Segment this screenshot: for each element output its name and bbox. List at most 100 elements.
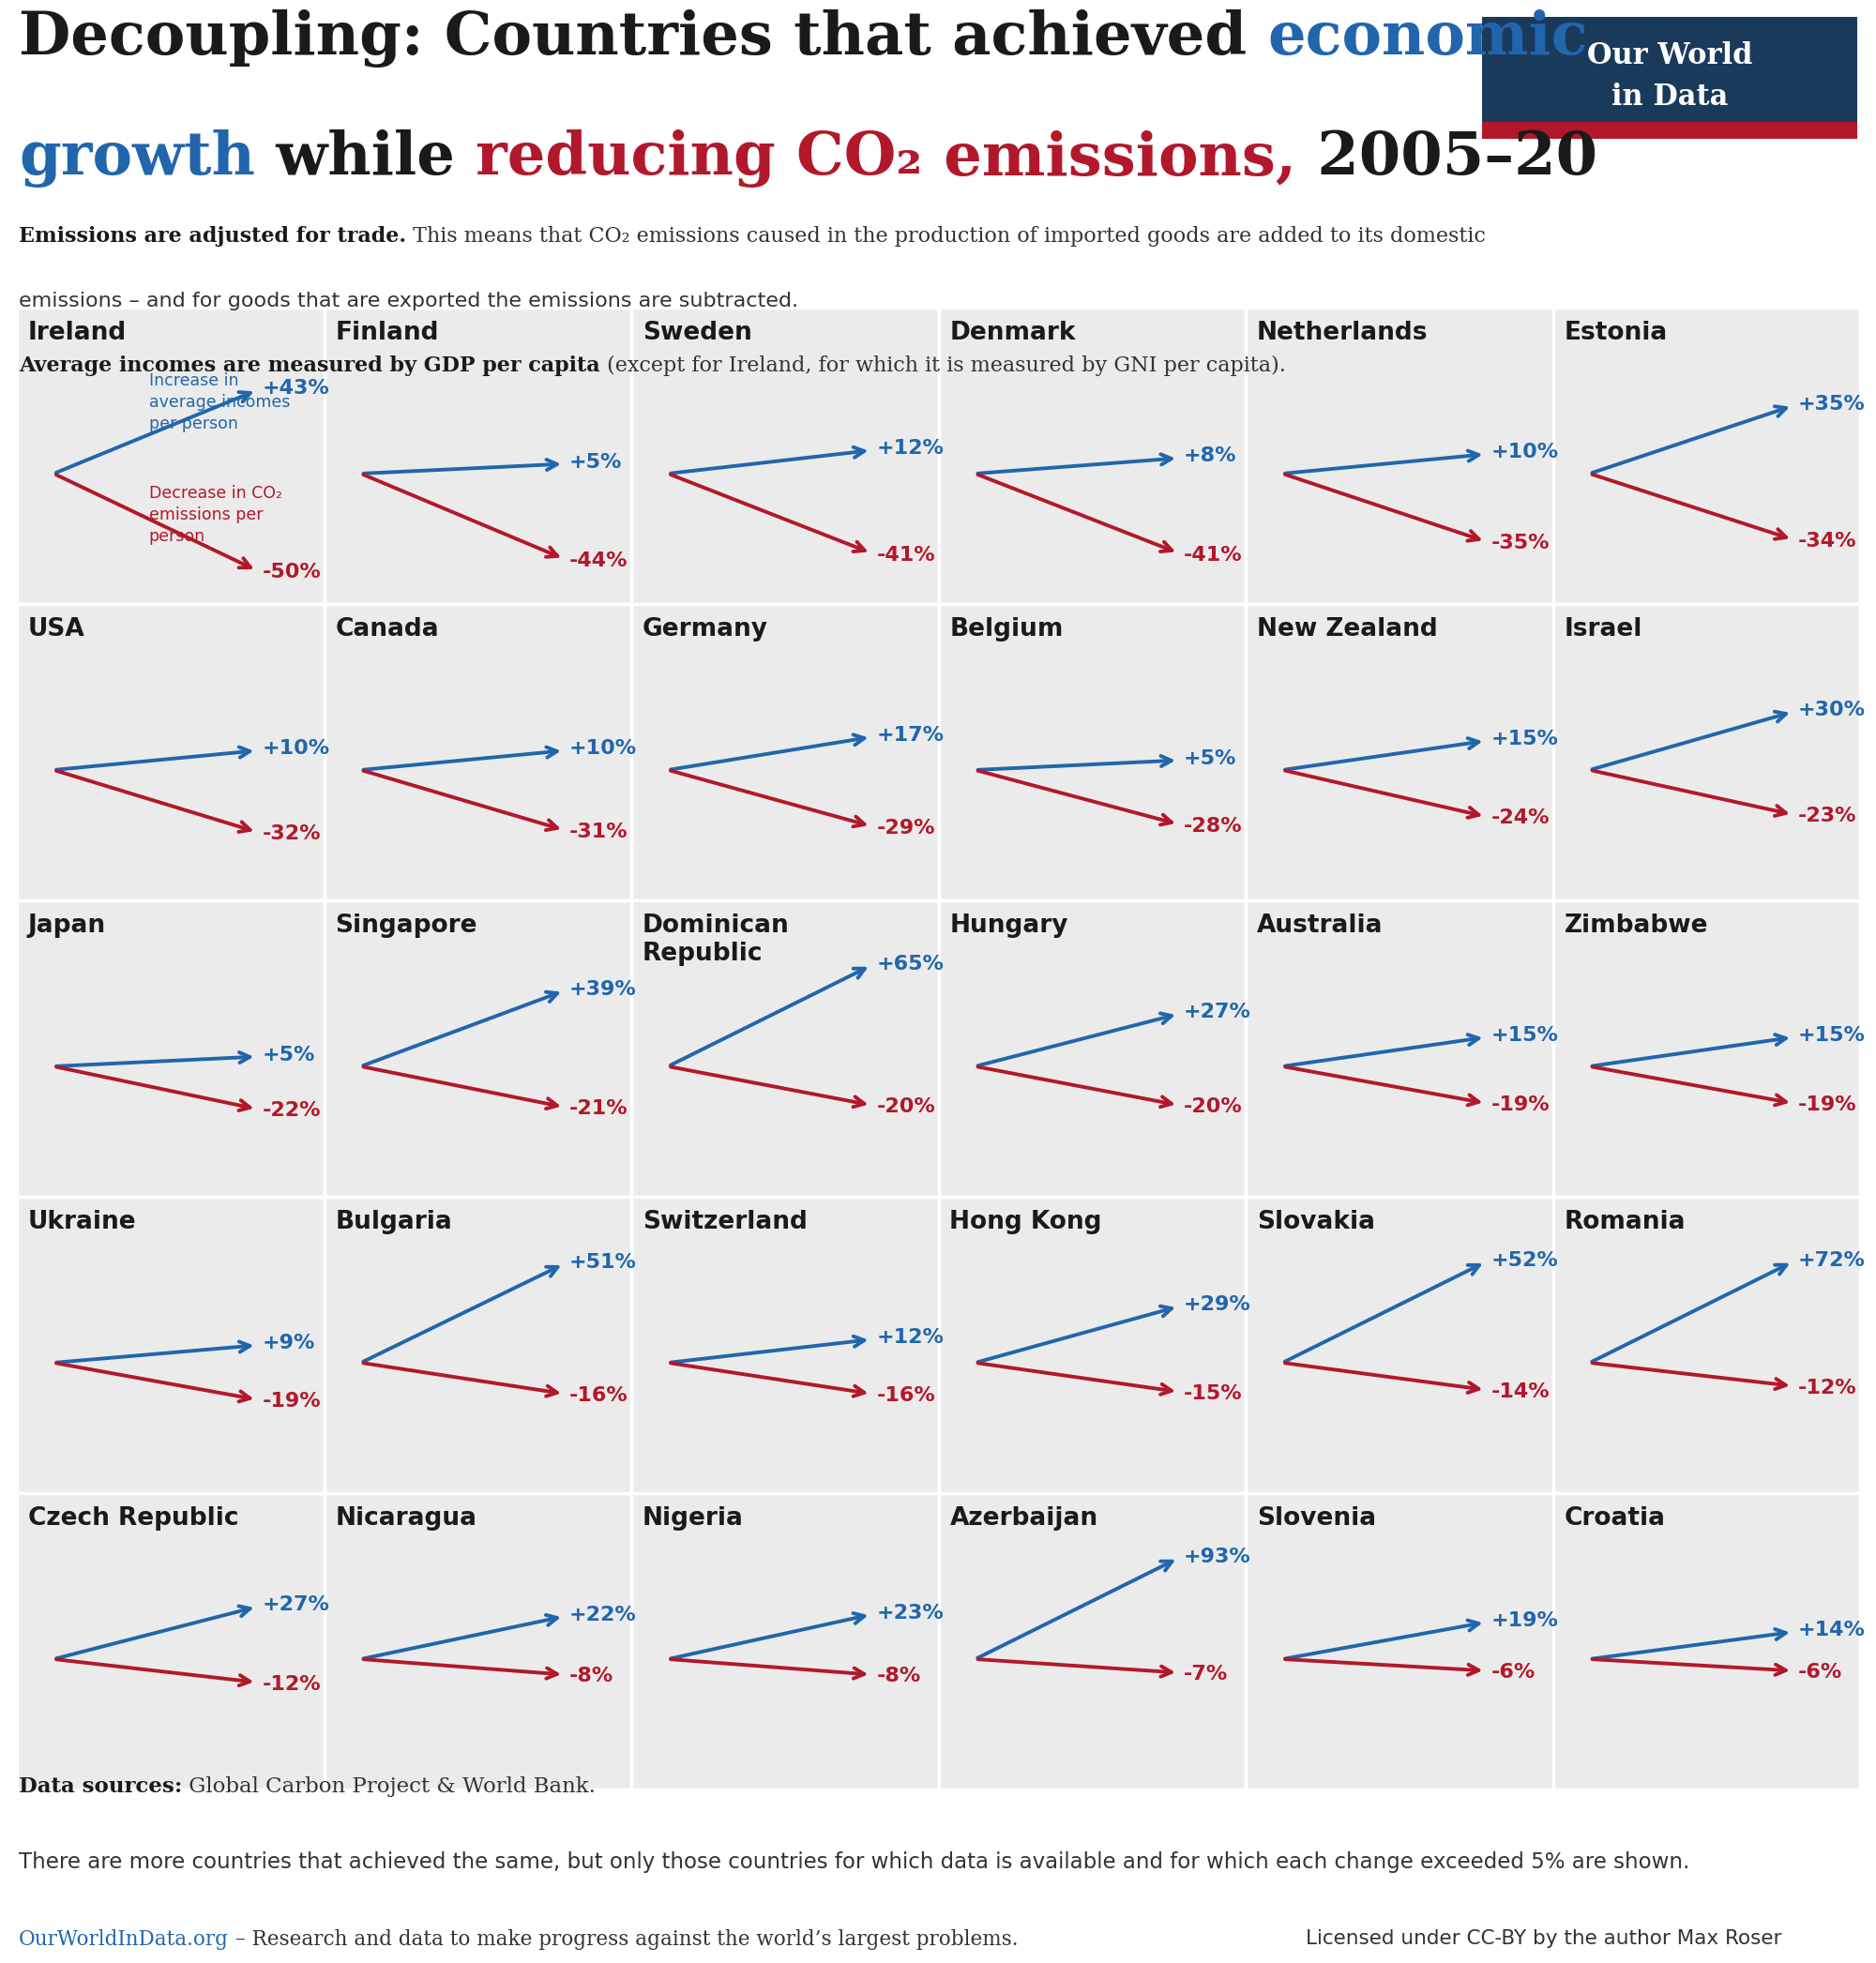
Text: Hungary: Hungary <box>949 913 1069 938</box>
Text: +35%: +35% <box>1797 395 1865 414</box>
Bar <box>938 308 1246 605</box>
Text: -19%: -19% <box>263 1392 321 1411</box>
Text: OurWorldInData.org: OurWorldInData.org <box>19 1930 229 1949</box>
Text: Slovakia: Slovakia <box>1257 1209 1375 1235</box>
Text: Belgium: Belgium <box>949 616 1064 642</box>
Text: -50%: -50% <box>263 563 321 581</box>
Text: Romania: Romania <box>1565 1209 1685 1235</box>
Text: Global Carbon Project & World Bank.: Global Carbon Project & World Bank. <box>182 1777 597 1798</box>
Bar <box>1553 605 1861 901</box>
Text: -35%: -35% <box>1491 534 1550 552</box>
Text: -34%: -34% <box>1797 532 1857 552</box>
Bar <box>938 1494 1246 1790</box>
Text: -20%: -20% <box>876 1097 936 1117</box>
Text: Australia: Australia <box>1257 913 1383 938</box>
Bar <box>325 1494 630 1790</box>
Text: -16%: -16% <box>568 1386 628 1406</box>
Text: -16%: -16% <box>876 1386 936 1406</box>
Text: New Zealand: New Zealand <box>1257 616 1437 642</box>
Bar <box>1553 1197 1861 1494</box>
Text: Ukraine: Ukraine <box>28 1209 137 1235</box>
Text: Israel: Israel <box>1565 616 1642 642</box>
Text: USA: USA <box>28 616 84 642</box>
Bar <box>938 605 1246 901</box>
Bar <box>1553 901 1861 1197</box>
Text: Switzerland: Switzerland <box>642 1209 807 1235</box>
Text: +29%: +29% <box>1184 1296 1251 1313</box>
Text: reducing CO₂: reducing CO₂ <box>477 130 923 188</box>
Text: Sweden: Sweden <box>642 320 752 345</box>
Text: -12%: -12% <box>1797 1378 1857 1398</box>
Text: -41%: -41% <box>876 546 936 563</box>
Bar <box>325 1197 630 1494</box>
Bar <box>1246 901 1553 1197</box>
Text: This means that CO₂ emissions caused in the production of imported goods are add: This means that CO₂ emissions caused in … <box>405 226 1486 247</box>
Text: Nicaragua: Nicaragua <box>336 1506 477 1531</box>
Bar <box>1553 308 1861 605</box>
Text: Denmark: Denmark <box>949 320 1077 345</box>
Text: +5%: +5% <box>1184 750 1236 768</box>
Text: Bulgaria: Bulgaria <box>336 1209 452 1235</box>
Bar <box>938 901 1246 1197</box>
Bar <box>938 1197 1246 1494</box>
Bar <box>17 308 325 605</box>
Text: growth: growth <box>19 130 255 188</box>
Bar <box>17 605 325 901</box>
Text: -32%: -32% <box>263 824 321 844</box>
Text: Azerbaijan: Azerbaijan <box>949 1506 1097 1531</box>
Text: Emissions are adjusted for trade.: Emissions are adjusted for trade. <box>19 226 405 247</box>
Text: -12%: -12% <box>263 1674 321 1694</box>
Text: +9%: +9% <box>263 1335 315 1353</box>
FancyBboxPatch shape <box>1482 122 1857 139</box>
Text: +10%: +10% <box>568 740 638 758</box>
Text: +30%: +30% <box>1797 701 1865 718</box>
Text: Slovenia: Slovenia <box>1257 1506 1377 1531</box>
Text: +27%: +27% <box>263 1596 330 1614</box>
Text: +5%: +5% <box>568 453 623 471</box>
Text: -8%: -8% <box>568 1667 613 1686</box>
Text: +8%: +8% <box>1184 448 1236 465</box>
Text: emissions – and for goods that are exported the emissions are subtracted.: emissions – and for goods that are expor… <box>19 292 799 310</box>
Text: Decoupling: Countries that achieved: Decoupling: Countries that achieved <box>19 10 1268 69</box>
Text: Canada: Canada <box>336 616 439 642</box>
Text: Netherlands: Netherlands <box>1257 320 1428 345</box>
Text: Average incomes are measured by GDP per capita: Average incomes are measured by GDP per … <box>19 355 600 377</box>
Text: +93%: +93% <box>1184 1547 1251 1566</box>
Bar <box>630 308 938 605</box>
Text: +17%: +17% <box>876 726 944 744</box>
Text: Licensed under CC-BY by the author Max Roser: Licensed under CC-BY by the author Max R… <box>1306 1930 1782 1947</box>
Text: -28%: -28% <box>1184 817 1242 836</box>
Text: +43%: +43% <box>263 379 330 398</box>
Text: – Research and data to make progress against the world’s largest problems.: – Research and data to make progress aga… <box>229 1930 1019 1949</box>
Text: Singapore: Singapore <box>336 913 477 938</box>
Text: -6%: -6% <box>1797 1663 1842 1682</box>
Text: -44%: -44% <box>568 552 628 569</box>
Text: Zimbabwe: Zimbabwe <box>1565 913 1707 938</box>
Bar <box>630 1197 938 1494</box>
Text: Finland: Finland <box>336 320 439 345</box>
Text: Our World: Our World <box>1587 41 1752 71</box>
Bar <box>1246 1197 1553 1494</box>
Text: Ireland: Ireland <box>28 320 128 345</box>
Text: in Data: in Data <box>1611 82 1728 112</box>
FancyBboxPatch shape <box>1482 18 1857 139</box>
Text: emissions,: emissions, <box>923 130 1296 186</box>
Text: Hong Kong: Hong Kong <box>949 1209 1103 1235</box>
Text: while: while <box>255 130 477 186</box>
Text: +15%: +15% <box>1491 730 1559 748</box>
Text: +72%: +72% <box>1797 1250 1865 1270</box>
Text: -15%: -15% <box>1184 1384 1242 1404</box>
Text: -31%: -31% <box>568 822 628 842</box>
Text: There are more countries that achieved the same, but only those countries for wh: There are more countries that achieved t… <box>19 1851 1690 1873</box>
Text: Czech Republic: Czech Republic <box>28 1506 238 1531</box>
Text: Dominican
Republic: Dominican Republic <box>642 913 790 966</box>
Text: Croatia: Croatia <box>1565 1506 1666 1531</box>
Text: +52%: +52% <box>1491 1250 1559 1270</box>
Bar <box>325 308 630 605</box>
Text: +14%: +14% <box>1797 1621 1865 1639</box>
Text: Estonia: Estonia <box>1565 320 1668 345</box>
Text: Decrease in CO₂
emissions per
person: Decrease in CO₂ emissions per person <box>148 485 281 546</box>
Bar <box>325 605 630 901</box>
Text: +10%: +10% <box>1491 444 1559 461</box>
Bar <box>1553 1494 1861 1790</box>
